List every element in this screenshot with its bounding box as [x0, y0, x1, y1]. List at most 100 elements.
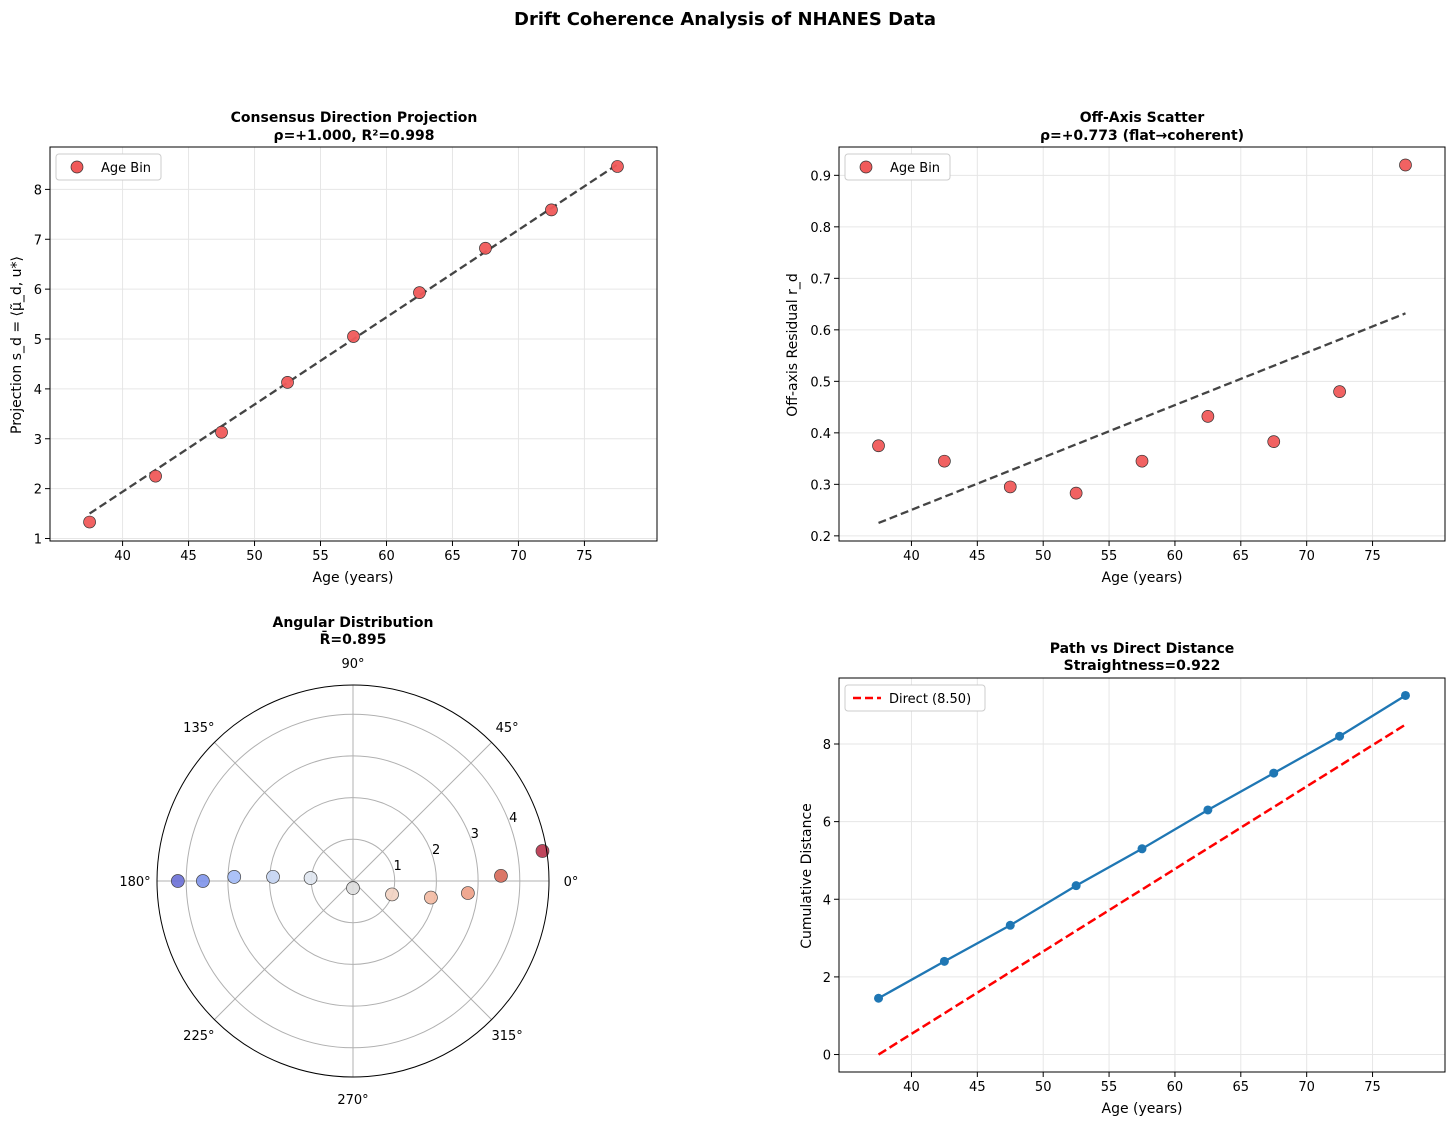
angular-spoke [352, 880, 492, 1020]
path-legend [844, 684, 986, 712]
path-ytick-label: 2 [823, 971, 831, 986]
angular-point [346, 881, 360, 895]
angular-spoke [214, 742, 354, 882]
offaxis-xtick-label: 50 [1035, 549, 1052, 564]
angular-point [171, 874, 185, 888]
angular-frame [156, 684, 550, 1078]
path-point [1137, 844, 1147, 854]
path-title: Path vs Direct Distance [1050, 641, 1235, 657]
offaxis-chart: Off-Axis Scatter ρ=+0.773 (flat→coherent… [785, 110, 1446, 586]
projection-point [347, 330, 360, 343]
offaxis-xtick-label: 55 [1101, 549, 1118, 564]
projection-ytick-label: 2 [34, 483, 42, 498]
angular-rtick-label: 3 [471, 827, 479, 842]
offaxis-legend [844, 153, 951, 181]
projection-xtick-label: 75 [576, 549, 593, 564]
offaxis-xlabel: Age (years) [1102, 570, 1183, 586]
projection-point [413, 286, 426, 299]
projection-legend-marker [70, 160, 84, 174]
angular-point [385, 887, 399, 902]
projection-xtick-label: 65 [444, 549, 461, 564]
path-xlabel: Age (years) [1102, 1101, 1183, 1117]
path-point [1203, 805, 1213, 815]
angular-point [424, 890, 438, 905]
projection-point [479, 241, 492, 255]
angular-angle-label: 90° [341, 657, 364, 672]
path-point [1335, 731, 1345, 741]
angular-rtick-label: 4 [509, 811, 517, 826]
offaxis-xtick-label: 65 [1233, 549, 1250, 564]
offaxis-ytick-label: 0.9 [810, 169, 831, 184]
angular-rtick-label: 2 [432, 843, 440, 858]
angular-angle-label: 135° [183, 721, 214, 736]
angular-point [303, 871, 318, 885]
offaxis-xtick-label: 45 [969, 549, 986, 564]
path-point [874, 993, 884, 1003]
projection-point [215, 425, 228, 439]
path-subtitle: Straightness=0.922 [1064, 658, 1221, 674]
projection-point [149, 469, 162, 483]
angular-angle-label: 315° [491, 1029, 522, 1044]
projection-frame [49, 146, 658, 542]
offaxis-ytick-label: 0.6 [810, 324, 831, 339]
angular-chart: Angular Distribution R̄=0.895 1 2 3 4 0° 45° 9… [119, 615, 578, 1108]
offaxis-frame [838, 146, 1446, 542]
projection-ytick-label: 1 [34, 533, 42, 548]
projection-subtitle: ρ=+1.000, R²=0.998 [274, 128, 435, 144]
projection-point [611, 160, 624, 173]
offaxis-ytick-label: 0.7 [810, 272, 831, 287]
offaxis-fit-line [878, 312, 1406, 525]
path-xtick-label: 50 [1035, 1080, 1052, 1095]
projection-xtick-label: 45 [180, 549, 197, 564]
offaxis-ytick-label: 0.2 [810, 530, 831, 545]
angular-spoke [352, 742, 492, 882]
offaxis-xtick-label: 70 [1298, 549, 1315, 564]
path-xtick-label: 60 [1167, 1080, 1184, 1095]
offaxis-point [1267, 435, 1281, 448]
path-xtick-label: 75 [1364, 1080, 1381, 1095]
path-point [1400, 690, 1410, 700]
path-xtick-label: 45 [969, 1080, 986, 1095]
projection-xtick-label: 60 [378, 549, 395, 564]
offaxis-ylabel: Off-axis Residual r_d [785, 273, 801, 416]
path-ytick-label: 0 [823, 1049, 831, 1064]
projection-xtick-label: 70 [510, 549, 527, 564]
projection-point [545, 203, 558, 217]
offaxis-point [1069, 486, 1083, 500]
offaxis-point [1003, 480, 1017, 494]
offaxis-point [1201, 410, 1215, 423]
path-point [1005, 920, 1015, 930]
angular-point [227, 870, 242, 884]
projection-point [281, 376, 294, 389]
offaxis-xtick-label: 60 [1167, 549, 1184, 564]
path-ytick-label: 8 [823, 738, 831, 753]
angular-point [494, 868, 508, 883]
path-xtick-label: 55 [1101, 1080, 1118, 1095]
path-point [1071, 881, 1081, 891]
projection-xlabel: Age (years) [313, 570, 394, 586]
offaxis-point [1333, 385, 1346, 398]
angular-title: Angular Distribution [272, 615, 433, 631]
path-frame [838, 677, 1446, 1073]
offaxis-point [938, 454, 951, 468]
offaxis-xtick-label: 40 [903, 549, 920, 564]
angular-point [461, 886, 475, 900]
projection-legend [55, 153, 162, 181]
offaxis-ytick-label: 0.3 [810, 478, 831, 493]
projection-xtick-label: 55 [312, 549, 329, 564]
path-point [939, 956, 949, 966]
offaxis-point [1399, 158, 1412, 172]
angular-subtitle: R̄=0.895 [320, 629, 387, 648]
path-xtick-label: 70 [1298, 1080, 1315, 1095]
projection-chart: Consensus Direction Projection ρ=+1.000,… [9, 110, 658, 586]
path-direct-line [877, 723, 1407, 1056]
path-legend-label: Direct (8.50) [889, 692, 971, 707]
angular-rtick-label: 1 [394, 859, 402, 874]
projection-ytick-label: 6 [34, 283, 42, 298]
offaxis-title: Off-Axis Scatter [1080, 110, 1205, 126]
angular-angle-label: 45° [496, 721, 519, 736]
path-ylabel: Cumulative Distance [799, 803, 815, 949]
offaxis-legend-marker [859, 160, 873, 174]
angular-angle-label: 225° [183, 1029, 214, 1044]
